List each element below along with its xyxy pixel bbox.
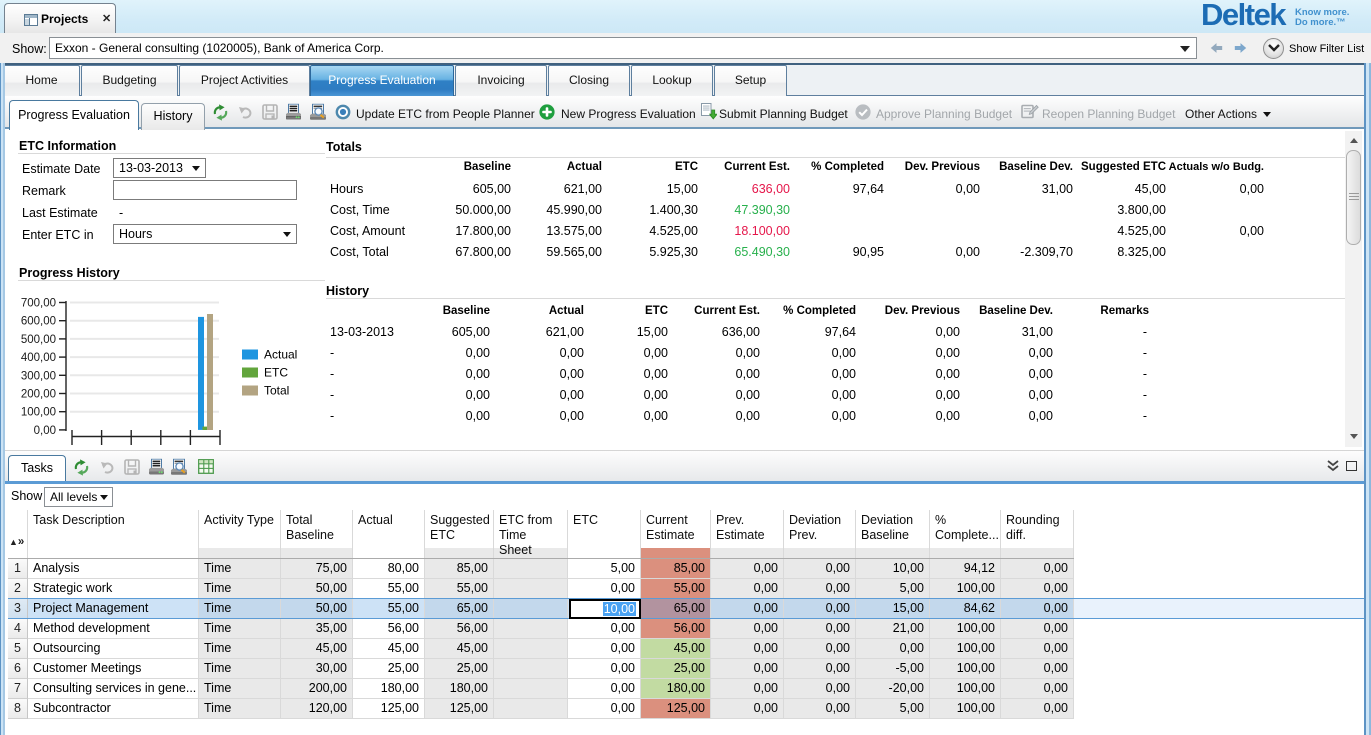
svg-text:400,00: 400,00 xyxy=(21,352,56,364)
svg-text:200,00: 200,00 xyxy=(21,389,56,401)
svg-text:500,00: 500,00 xyxy=(21,334,56,346)
svg-text:300,00: 300,00 xyxy=(21,370,56,382)
svg-text:ETC: ETC xyxy=(264,366,288,380)
svg-text:Actual: Actual xyxy=(264,348,297,362)
svg-text:600,00: 600,00 xyxy=(21,316,56,328)
svg-text:0,00: 0,00 xyxy=(34,425,56,437)
svg-text:700,00: 700,00 xyxy=(21,298,56,310)
svg-text:Total: Total xyxy=(264,384,289,398)
svg-text:100,00: 100,00 xyxy=(21,407,56,419)
